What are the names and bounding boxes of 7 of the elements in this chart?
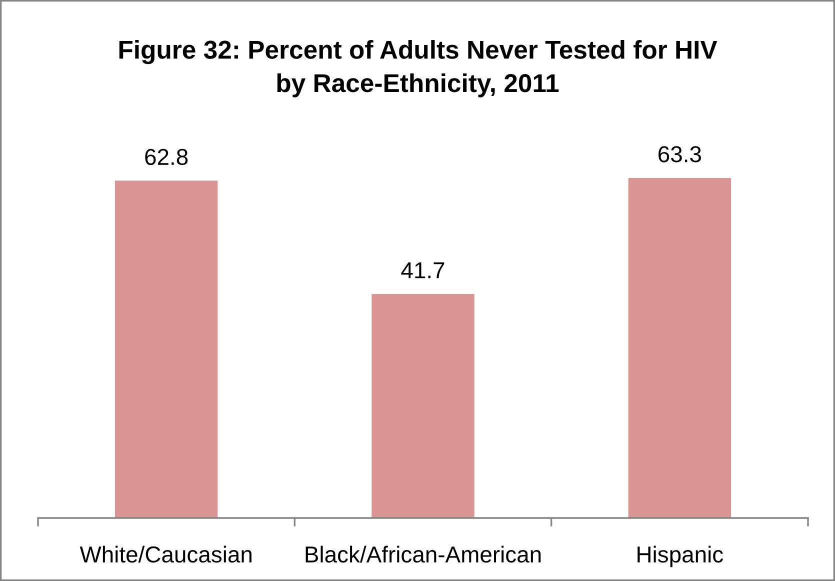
chart-title: Figure 32: Percent of Adults Never Tested for HIV by Race-Ethnicity, 2011 [119,40,718,98]
x-tick-label: White/Caucasian [80,546,252,563]
x-tick-label: Hispanic [638,546,724,568]
data-label: 62.8 [145,148,188,166]
data-label: 41.7 [401,262,444,278]
x-tick-label: Black/African-American [306,546,541,563]
data-label: 63.3 [658,146,701,162]
